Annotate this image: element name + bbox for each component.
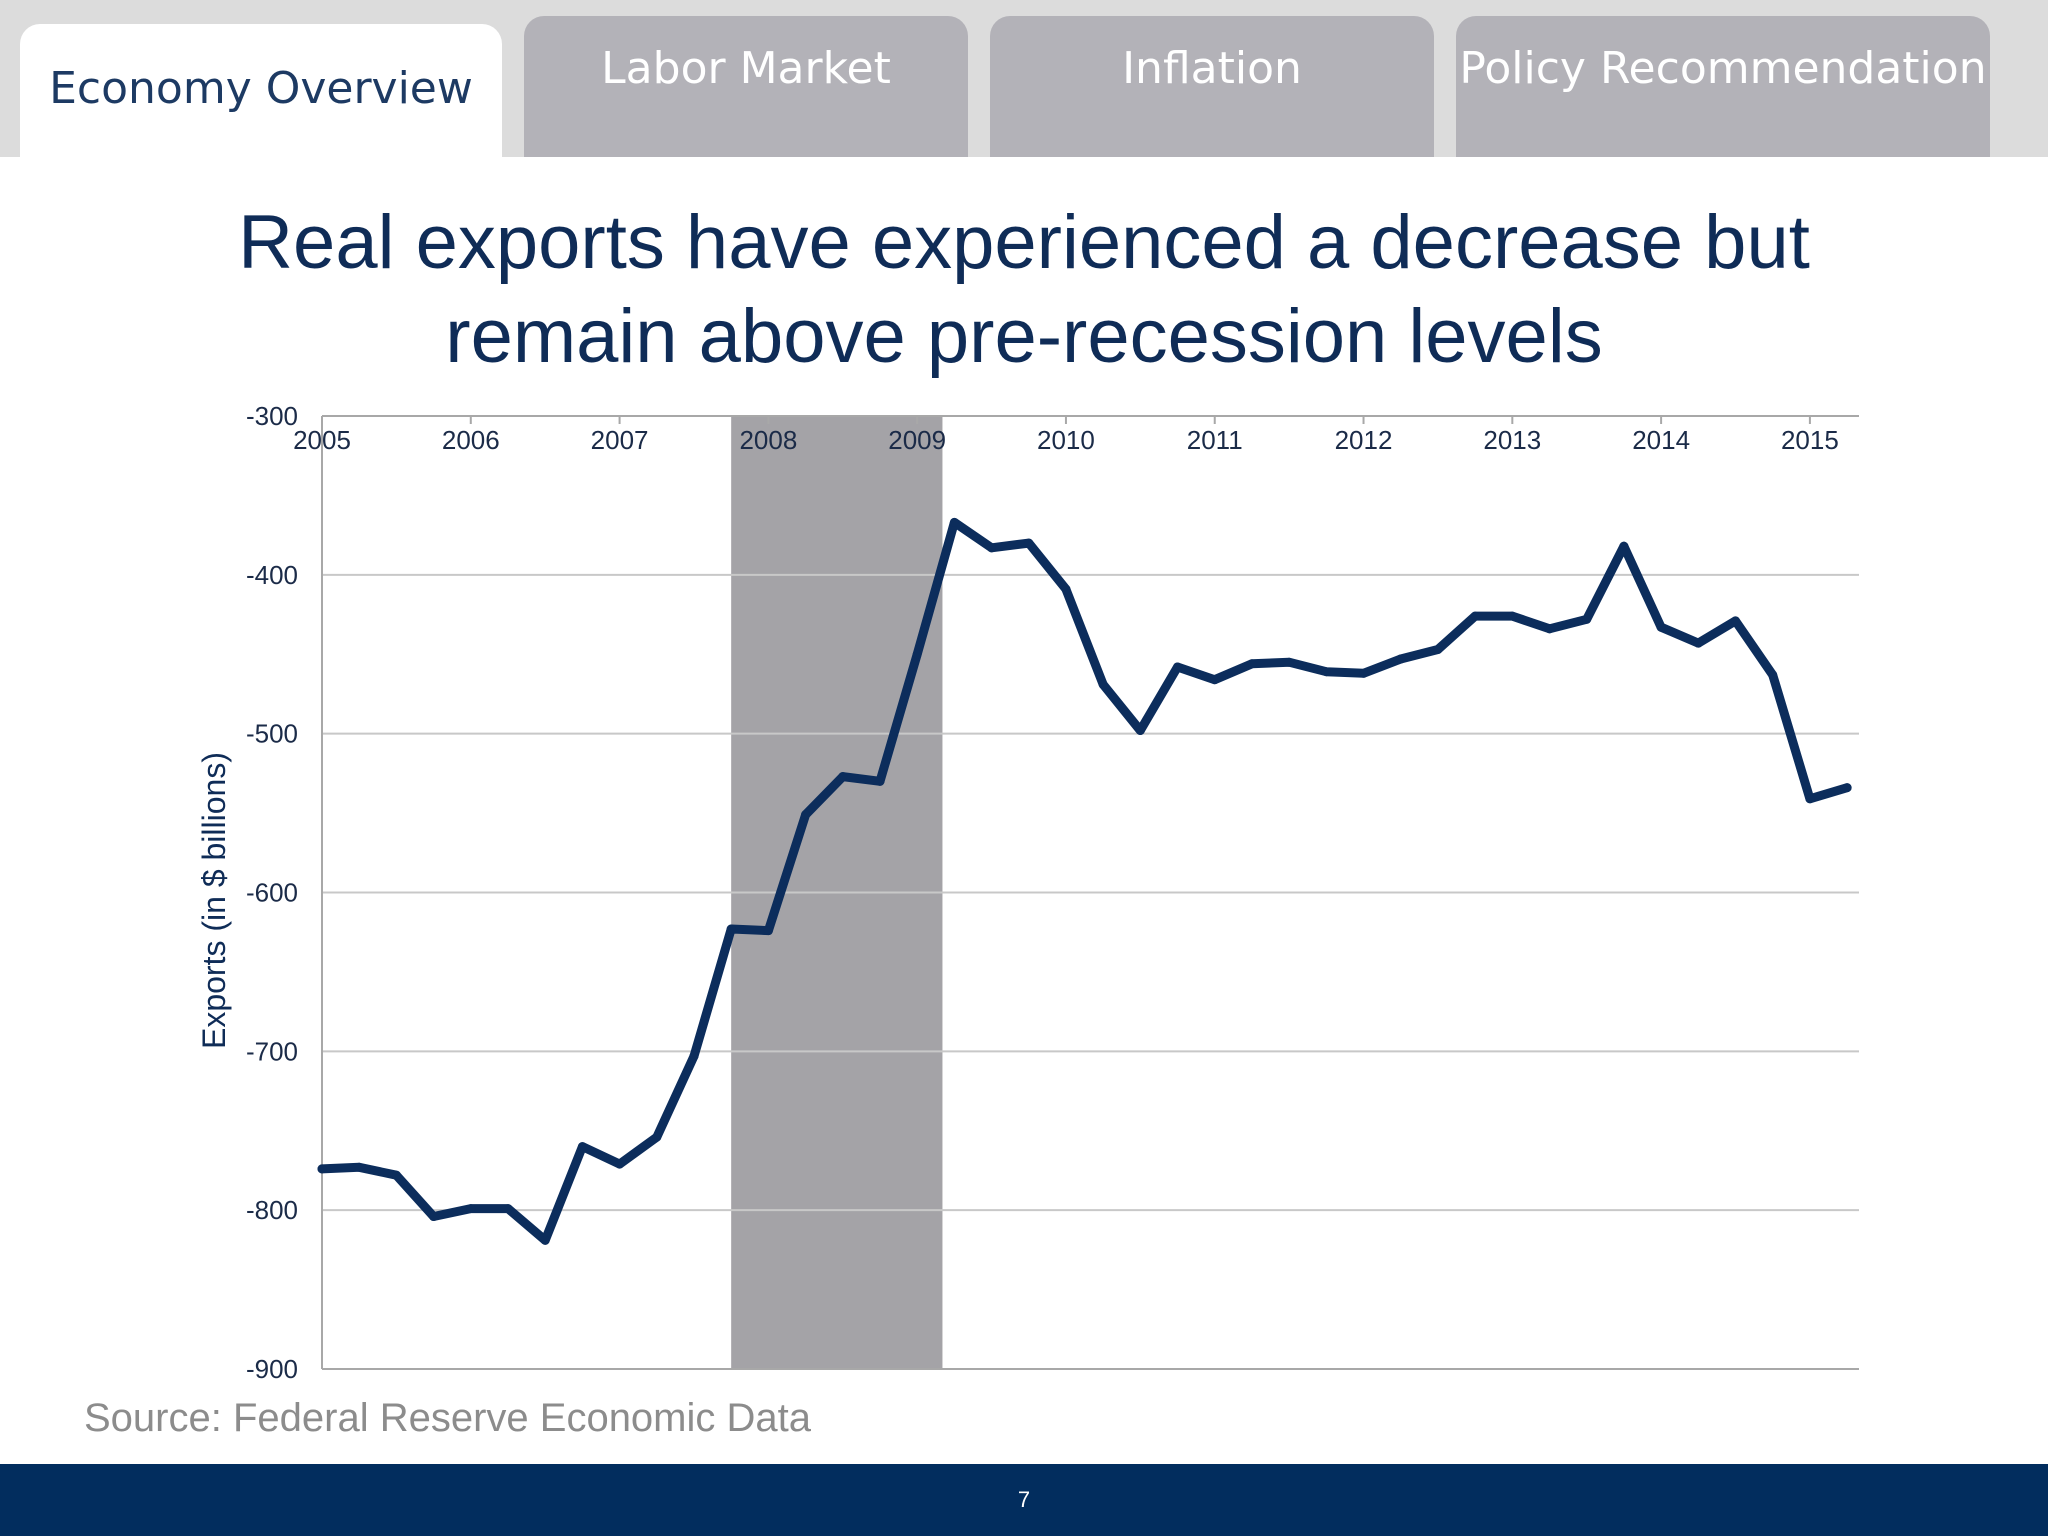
data-point [1135, 725, 1145, 735]
x-tick-label: 2005 [293, 425, 351, 455]
x-tick-label: 2012 [1335, 425, 1393, 455]
tab-economy-overview[interactable]: Economy Overview [20, 24, 502, 157]
data-point [354, 1162, 364, 1172]
data-point [1842, 783, 1852, 793]
exports-line-chart: -300 -400 -500 -600 -700 -800 -900 2005 2006 2007… [196, 401, 1859, 1384]
y-tick-label: -700 [246, 1036, 298, 1066]
exports-series-line [317, 517, 1852, 1245]
data-point [577, 1142, 587, 1152]
slide-title: Real exports have experienced a decrease… [0, 196, 2048, 384]
tab-policy-recommendation[interactable]: Policy Recommendation [1456, 16, 1990, 157]
y-tick-label: -800 [246, 1195, 298, 1225]
y-tick-label: -400 [246, 560, 298, 590]
data-point [1396, 654, 1406, 664]
data-point [1024, 538, 1034, 548]
data-point [1173, 662, 1183, 672]
data-point [1098, 679, 1108, 689]
data-point [1582, 614, 1592, 624]
x-tick-label: 2008 [739, 425, 797, 455]
data-point [391, 1170, 401, 1180]
data-point [466, 1204, 476, 1214]
data-point [1805, 794, 1815, 804]
data-point [1433, 644, 1443, 654]
data-point [652, 1132, 662, 1142]
footer-bar [0, 1464, 2048, 1536]
data-point [1545, 624, 1555, 634]
y-tick-label: -600 [246, 878, 298, 908]
x-tick-label: 2011 [1187, 425, 1243, 455]
data-point [801, 810, 811, 820]
data-point [317, 1164, 327, 1174]
tab-inflation[interactable]: Inflation [990, 16, 1434, 157]
source-note: Source: Federal Reserve Economic Data [84, 1396, 811, 1440]
y-axis-label: Exports (in $ billions) [196, 752, 232, 1049]
data-point [1619, 541, 1629, 551]
data-point [838, 772, 848, 782]
data-point [1470, 611, 1480, 621]
x-tick-label: 2013 [1483, 425, 1541, 455]
x-tick-label: 2014 [1632, 425, 1690, 455]
data-point [429, 1212, 439, 1222]
data-point [1061, 584, 1071, 594]
y-tick-label: -900 [246, 1354, 298, 1384]
x-tick-label: 2015 [1781, 425, 1839, 455]
x-tick-label: 2007 [591, 425, 649, 455]
data-point [726, 924, 736, 934]
data-point [912, 649, 922, 659]
data-point [1284, 657, 1294, 667]
slide-title-line-1: Real exports have experienced a decrease… [238, 200, 1810, 285]
x-tick-label: 2009 [888, 425, 946, 455]
data-point [1768, 670, 1778, 680]
data-point [1321, 667, 1331, 677]
tab-labor-market[interactable]: Labor Market [524, 16, 968, 157]
tab-bar: Economy Overview Labor Market Inflation … [0, 0, 2048, 157]
data-point [540, 1235, 550, 1245]
x-tick-label: 2010 [1037, 425, 1095, 455]
data-point [615, 1159, 625, 1169]
page-number: 7 [1017, 1487, 1031, 1512]
data-point [1359, 668, 1369, 678]
y-tick-label: -300 [246, 401, 298, 431]
data-point [1693, 638, 1703, 648]
data-point [1210, 675, 1220, 685]
data-point [1507, 611, 1517, 621]
data-point [763, 926, 773, 936]
data-point [1731, 616, 1741, 626]
slide-title-line-2: remain above pre-recession levels [445, 294, 1603, 379]
data-point [875, 776, 885, 786]
data-point [987, 543, 997, 553]
x-tick-label: 2006 [442, 425, 500, 455]
data-point [1656, 622, 1666, 632]
data-point [689, 1051, 699, 1061]
data-point [503, 1204, 513, 1214]
data-point [1247, 659, 1257, 669]
y-tick-label: -500 [246, 719, 298, 749]
data-point [949, 517, 959, 527]
